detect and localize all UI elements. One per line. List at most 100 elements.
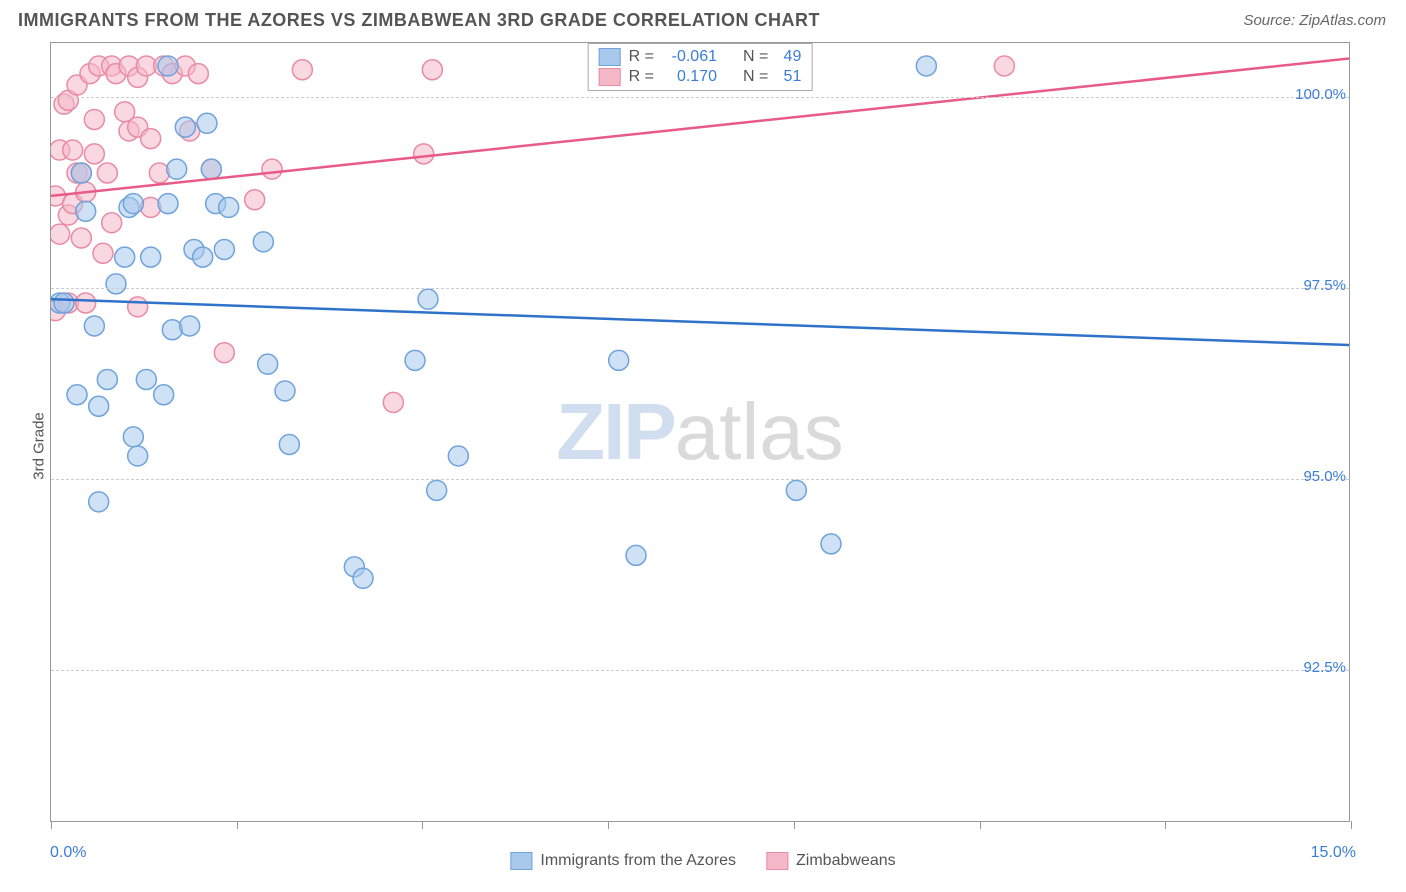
scatter-point <box>197 113 217 133</box>
gridline <box>51 97 1349 98</box>
scatter-point <box>106 274 126 294</box>
scatter-point <box>405 350 425 370</box>
scatter-point <box>158 194 178 214</box>
n-value-1: 49 <box>776 48 801 66</box>
scatter-point <box>154 385 174 405</box>
scatter-point <box>128 297 148 317</box>
scatter-point <box>67 385 87 405</box>
scatter-point <box>89 492 109 512</box>
legend-row-series1: R = -0.061 N = 49 <box>599 48 802 66</box>
scatter-point <box>219 197 239 217</box>
y-tick-label: 95.0% <box>1303 468 1346 485</box>
x-tick <box>1351 821 1352 829</box>
legend-label-series1: Immigrants from the Azores <box>540 852 736 870</box>
legend-label-series2: Zimbabweans <box>796 852 896 870</box>
scatter-point <box>292 60 312 80</box>
scatter-point <box>84 109 104 129</box>
y-axis-label: 3rd Grade <box>30 412 47 480</box>
legend-item-series1: Immigrants from the Azores <box>510 852 736 870</box>
legend-swatch-bottom-2 <box>766 852 788 870</box>
n-label-1: N = <box>743 48 768 66</box>
scatter-point <box>427 480 447 500</box>
scatter-point <box>821 534 841 554</box>
n-value-2: 51 <box>776 68 801 86</box>
scatter-point <box>162 320 182 340</box>
scatter-point <box>916 56 936 76</box>
scatter-point <box>253 232 273 252</box>
x-tick <box>980 821 981 829</box>
scatter-point <box>123 194 143 214</box>
legend-item-series2: Zimbabweans <box>766 852 896 870</box>
scatter-point <box>418 289 438 309</box>
scatter-point <box>115 247 135 267</box>
scatter-point <box>54 293 74 313</box>
legend-swatch-series2 <box>599 68 621 86</box>
scatter-point <box>51 224 70 244</box>
x-tick <box>1165 821 1166 829</box>
scatter-point <box>175 117 195 137</box>
scatter-point <box>123 427 143 447</box>
scatter-point <box>383 392 403 412</box>
scatter-point <box>275 381 295 401</box>
legend-row-series2: R = 0.170 N = 51 <box>599 68 802 86</box>
trend-line <box>51 299 1349 345</box>
scatter-point <box>180 316 200 336</box>
scatter-point <box>102 213 122 233</box>
scatter-point <box>149 163 169 183</box>
gridline <box>51 670 1349 671</box>
scatter-point <box>97 369 117 389</box>
x-tick <box>794 821 795 829</box>
scatter-point <box>167 159 187 179</box>
scatter-point <box>626 545 646 565</box>
scatter-point <box>786 480 806 500</box>
scatter-point <box>128 446 148 466</box>
x-axis-min: 0.0% <box>50 844 86 862</box>
scatter-point <box>158 56 178 76</box>
correlation-legend: R = -0.061 N = 49 R = 0.170 N = 51 <box>588 43 813 91</box>
scatter-point <box>994 56 1014 76</box>
n-label-2: N = <box>743 68 768 86</box>
scatter-point <box>258 354 278 374</box>
scatter-point <box>136 369 156 389</box>
scatter-point <box>89 396 109 416</box>
scatter-point <box>76 293 96 313</box>
y-tick-label: 92.5% <box>1303 659 1346 676</box>
scatter-point <box>141 197 161 217</box>
scatter-point <box>609 350 629 370</box>
chart-plot-area: ZIPatlas R = -0.061 N = 49 R = 0.170 N =… <box>50 42 1350 822</box>
scatter-point <box>76 201 96 221</box>
scatter-point <box>245 190 265 210</box>
x-tick <box>608 821 609 829</box>
scatter-point <box>214 239 234 259</box>
series-legend: Immigrants from the Azores Zimbabweans <box>510 852 895 870</box>
scatter-point <box>71 163 91 183</box>
source-attribution: Source: ZipAtlas.com <box>1243 12 1386 29</box>
scatter-point <box>84 316 104 336</box>
scatter-point <box>141 129 161 149</box>
r-label-1: R = <box>629 48 654 66</box>
r-label-2: R = <box>629 68 654 86</box>
y-tick-label: 97.5% <box>1303 277 1346 294</box>
scatter-point <box>71 228 91 248</box>
scatter-point <box>63 140 83 160</box>
scatter-point <box>193 247 213 267</box>
scatter-point <box>93 243 113 263</box>
scatter-point <box>188 64 208 84</box>
scatter-point <box>84 144 104 164</box>
scatter-point <box>97 163 117 183</box>
gridline <box>51 288 1349 289</box>
scatter-point <box>279 434 299 454</box>
scatter-point <box>448 446 468 466</box>
legend-swatch-bottom-1 <box>510 852 532 870</box>
legend-swatch-series1 <box>599 48 621 66</box>
r-value-1: -0.061 <box>662 48 717 66</box>
x-tick <box>237 821 238 829</box>
r-value-2: 0.170 <box>662 68 717 86</box>
scatter-point <box>214 343 234 363</box>
scatter-point <box>353 568 373 588</box>
scatter-point <box>414 144 434 164</box>
x-tick <box>422 821 423 829</box>
scatter-point <box>262 159 282 179</box>
x-axis-max: 15.0% <box>1311 844 1356 862</box>
gridline <box>51 479 1349 480</box>
